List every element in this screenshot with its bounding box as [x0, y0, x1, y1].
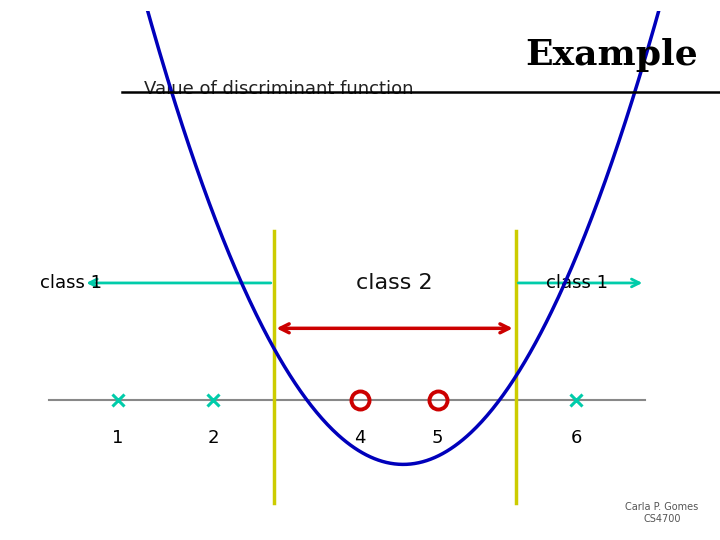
Text: 5: 5 [432, 429, 444, 447]
Text: Value of discriminant function: Value of discriminant function [144, 79, 413, 98]
Text: 2: 2 [207, 429, 219, 447]
Text: class 2: class 2 [356, 273, 433, 293]
Text: Carla P. Gomes
CS4700: Carla P. Gomes CS4700 [625, 502, 698, 524]
Text: class 1: class 1 [40, 274, 102, 292]
Text: 1: 1 [112, 429, 124, 447]
Text: Example: Example [526, 38, 698, 72]
Text: class 1: class 1 [546, 274, 608, 292]
Text: 4: 4 [354, 429, 366, 447]
Text: 6: 6 [570, 429, 582, 447]
